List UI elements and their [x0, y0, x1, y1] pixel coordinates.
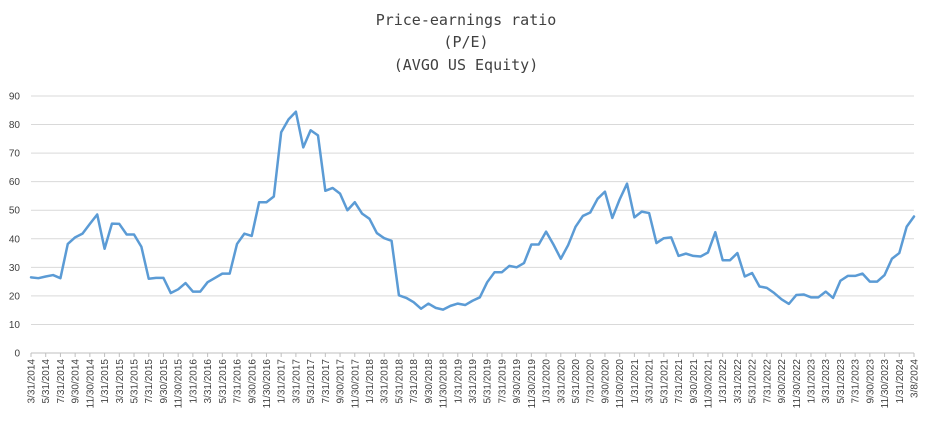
x-tick-label: 3/8/2024 [910, 359, 921, 398]
x-tick-label: 1/31/2018 [365, 359, 376, 404]
x-tick-label: 7/31/2019 [497, 359, 508, 404]
x-tick-label: 3/31/2021 [645, 359, 656, 404]
series-line-pe [29, 110, 916, 311]
x-tick-label: 3/31/2022 [733, 359, 744, 404]
y-tick-label: 30 [9, 263, 21, 274]
chart-title: Price-earnings ratio (P/E) (AVGO US Equi… [376, 11, 557, 74]
y-axis-tick-labels: 0 10 20 30 40 50 60 70 80 90 [9, 92, 21, 360]
x-tick-label: 5/31/2021 [659, 359, 670, 404]
chart-subtitle-line-1: (P/E) [443, 33, 488, 51]
x-tick-label: 9/30/2021 [689, 359, 700, 404]
y-tick-label: 0 [14, 349, 20, 360]
x-tick-label: 5/31/2014 [41, 359, 52, 404]
x-tick-label: 9/30/2015 [159, 359, 170, 404]
x-tick-label: 7/31/2015 [144, 359, 155, 404]
y-tick-label: 10 [9, 320, 21, 331]
x-tick-label: 3/31/2014 [27, 359, 38, 404]
x-tick-label: 1/31/2016 [188, 359, 199, 404]
x-tick-label: 11/30/2023 [880, 359, 891, 409]
x-tick-label: 9/30/2018 [424, 359, 435, 404]
x-tick-label: 7/31/2020 [586, 359, 597, 404]
x-tick-label: 5/31/2023 [836, 359, 847, 404]
x-tick-label: 11/30/2017 [350, 359, 361, 409]
x-tick-label: 11/30/2014 [85, 359, 96, 409]
x-tick-label: 11/30/2018 [439, 359, 450, 409]
x-tick-label: 11/30/2020 [615, 359, 626, 409]
x-tick-label: 3/31/2016 [203, 359, 214, 404]
x-tick-label: 1/31/2021 [630, 359, 641, 404]
y-tick-label: 20 [9, 291, 21, 302]
x-tick-label: 5/31/2022 [748, 359, 759, 404]
x-tick-label: 7/31/2023 [851, 359, 862, 404]
chart-subtitle-line-2: (AVGO US Equity) [394, 56, 539, 74]
x-tick-label: 7/31/2017 [321, 359, 332, 404]
x-tick-label: 5/31/2016 [218, 359, 229, 404]
y-tick-label: 40 [9, 234, 21, 245]
x-tick-label: 9/30/2019 [512, 359, 523, 404]
x-tick-label: 11/30/2015 [174, 359, 185, 409]
x-tick-label: 11/30/2021 [703, 359, 714, 409]
gridlines [31, 95, 914, 325]
x-tick-label: 1/31/2024 [895, 359, 906, 404]
x-tick-label: 3/31/2017 [291, 359, 302, 404]
y-tick-label: 70 [9, 149, 21, 160]
x-tick-label: 7/31/2016 [233, 359, 244, 404]
series-layer [29, 110, 916, 311]
x-tick-label: 11/30/2016 [262, 359, 273, 409]
x-tick-label: 1/31/2017 [277, 359, 288, 404]
x-tick-label: 1/31/2020 [542, 359, 553, 404]
x-tick-label: 9/30/2017 [336, 359, 347, 404]
x-tick-label: 5/31/2018 [394, 359, 405, 404]
x-tick-label: 7/31/2018 [409, 359, 420, 404]
x-tick-label: 1/31/2019 [453, 359, 464, 404]
x-tick-label: 1/31/2023 [806, 359, 817, 404]
y-tick-label: 80 [9, 120, 21, 131]
x-tick-label: 11/30/2022 [792, 359, 803, 409]
x-tick-label: 3/31/2018 [380, 359, 391, 404]
x-axis-tick-labels: 3/31/2014 5/31/2014 7/31/2014 9/30/2014 11/3… [27, 353, 921, 408]
x-tick-label: 1/31/2022 [718, 359, 729, 404]
x-tick-label: 9/30/2016 [247, 359, 258, 404]
x-tick-label: 7/31/2014 [56, 359, 67, 404]
x-tick-label: 3/31/2019 [468, 359, 479, 404]
x-tick-label: 5/31/2015 [130, 359, 141, 404]
x-tick-label: 5/31/2020 [571, 359, 582, 404]
x-tick-label: 11/30/2019 [527, 359, 538, 409]
y-tick-label: 50 [9, 206, 21, 217]
x-tick-label: 9/30/2023 [865, 359, 876, 404]
x-tick-label: 5/31/2017 [306, 359, 317, 404]
x-tick-label: 7/31/2022 [762, 359, 773, 404]
x-tick-label: 9/30/2014 [71, 359, 82, 404]
x-tick-label: 9/30/2020 [600, 359, 611, 404]
y-tick-label: 60 [9, 177, 21, 188]
x-tick-label: 9/30/2022 [777, 359, 788, 404]
x-tick-label: 1/31/2015 [100, 359, 111, 404]
x-tick-label: 3/31/2020 [556, 359, 567, 404]
chart-title-line: Price-earnings ratio [376, 11, 557, 29]
x-tick-label: 3/31/2023 [821, 359, 832, 404]
y-tick-label: 90 [9, 92, 21, 103]
x-tick-label: 7/31/2021 [674, 359, 685, 404]
x-tick-label: 5/31/2019 [483, 359, 494, 404]
x-tick-label: 3/31/2015 [115, 359, 126, 404]
